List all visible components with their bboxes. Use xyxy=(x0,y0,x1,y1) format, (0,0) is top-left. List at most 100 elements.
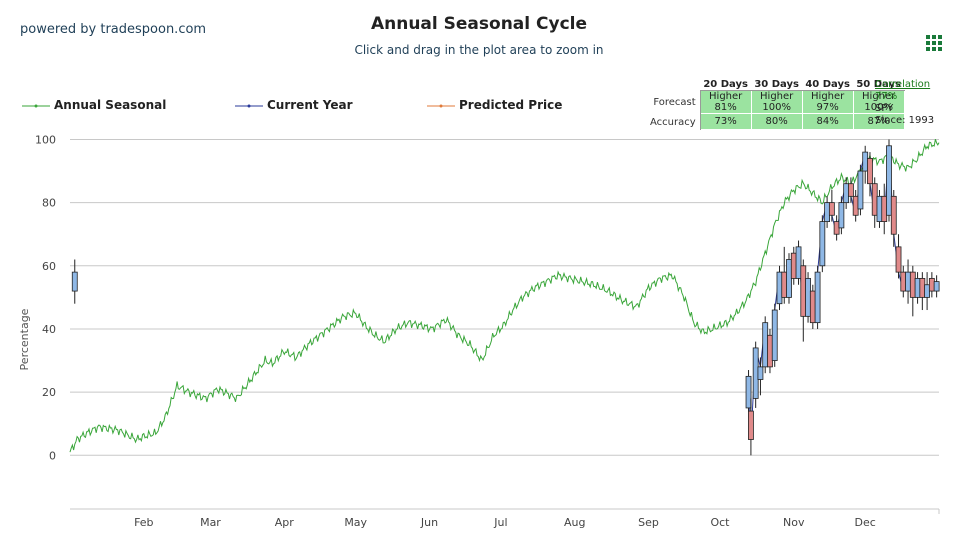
correlation-link[interactable]: Correlation xyxy=(875,79,931,90)
candle xyxy=(819,215,826,273)
brand-link[interactable]: powered by tradespoon.com xyxy=(20,22,207,37)
candle-body xyxy=(814,271,821,324)
candle xyxy=(895,234,902,279)
x-tick-label: Oct xyxy=(710,516,730,529)
candle-body xyxy=(786,259,792,298)
candle-body xyxy=(900,271,907,292)
candle-body xyxy=(914,278,921,298)
y-tick-label: 100 xyxy=(35,133,56,146)
candle-body xyxy=(905,271,911,292)
candle-body xyxy=(757,366,764,380)
candle-body xyxy=(800,265,807,317)
candle xyxy=(833,215,840,241)
legend-annual-seasonal[interactable]: Annual Seasonal xyxy=(22,98,166,112)
correlation-symbol: SPY xyxy=(875,103,894,114)
candle xyxy=(838,196,845,235)
accuracy-cell: 80% xyxy=(750,113,803,130)
candle-body xyxy=(767,334,773,368)
legend-label: Predicted Price xyxy=(459,98,563,112)
candle-body xyxy=(895,246,902,273)
candle-body xyxy=(867,158,873,185)
correlation-value: 77% xyxy=(875,91,898,102)
candle xyxy=(745,370,752,418)
legend-current-year-icon xyxy=(235,104,263,107)
legend-predicted-price-icon xyxy=(427,104,455,107)
candle-body xyxy=(762,322,769,368)
x-tick-label: Feb xyxy=(134,516,153,529)
candle-body xyxy=(852,195,859,216)
candle xyxy=(928,272,935,298)
candle xyxy=(814,265,821,329)
candle-body xyxy=(809,290,816,324)
candle-body xyxy=(871,183,878,216)
candle xyxy=(848,177,854,203)
candle xyxy=(900,265,907,298)
candle xyxy=(767,328,773,374)
candle xyxy=(776,265,783,311)
y-tick-label: 20 xyxy=(42,386,56,399)
forecast-cell: Higher 81% xyxy=(699,90,752,114)
candle xyxy=(914,272,921,304)
x-tick-label: Mar xyxy=(200,516,221,529)
candle-body xyxy=(848,183,854,197)
series-line-annual-seasonal xyxy=(69,139,940,453)
legend-label: Annual Seasonal xyxy=(54,98,167,112)
candle xyxy=(876,190,883,228)
candle xyxy=(805,272,811,323)
candle-body xyxy=(771,309,778,361)
candle xyxy=(862,145,869,184)
candle xyxy=(762,316,769,374)
candle-body xyxy=(919,278,926,298)
candle xyxy=(933,275,940,298)
y-tick-label: 40 xyxy=(42,323,56,336)
correlation-box: Correlation 77% SPY Since: 1993 xyxy=(875,79,934,127)
correlation-since: Since: 1993 xyxy=(875,115,935,126)
candle xyxy=(748,398,754,456)
forecast-cell: Higher 100% xyxy=(852,90,905,114)
candle-body xyxy=(881,195,888,222)
candle xyxy=(790,246,797,285)
candle-body xyxy=(776,271,783,305)
legend-predicted-price[interactable]: Predicted Price xyxy=(427,98,562,112)
candle xyxy=(752,341,759,408)
candle xyxy=(795,240,802,285)
candle-body xyxy=(745,375,752,409)
candle-body xyxy=(843,183,850,204)
chart-title: Annual Seasonal Cycle xyxy=(370,14,588,34)
candle-body xyxy=(876,195,883,222)
x-tick-label: Nov xyxy=(783,516,805,529)
candle-body xyxy=(886,145,892,216)
candle-body xyxy=(838,202,845,229)
x-tick-label: Dec xyxy=(855,516,876,529)
candle-body xyxy=(790,252,797,279)
candle xyxy=(886,139,892,222)
y-tick-label: 60 xyxy=(42,260,56,273)
accuracy-cell: 73% xyxy=(699,113,752,130)
candle-body xyxy=(828,202,835,216)
y-tick-label: 80 xyxy=(42,197,56,210)
candle xyxy=(824,196,831,228)
accuracy-cell: 87% xyxy=(852,113,905,130)
candle xyxy=(919,272,926,311)
forecast-label: Forecast xyxy=(648,90,701,114)
candle-body xyxy=(805,278,811,317)
candle-body xyxy=(890,195,897,235)
x-tick-label: Sep xyxy=(638,516,659,529)
candle-body xyxy=(862,151,869,172)
candle-body xyxy=(909,271,916,298)
candle xyxy=(771,303,778,367)
candle xyxy=(786,253,792,304)
candle xyxy=(828,190,835,222)
legend-current-year[interactable]: Current Year xyxy=(235,98,353,112)
chart-subtitle: Click and drag in the plot area to zoom … xyxy=(354,43,604,57)
legend-label: Current Year xyxy=(267,98,353,112)
candle-body xyxy=(752,347,759,399)
menu-grid-icon[interactable] xyxy=(926,35,942,51)
candle-body xyxy=(924,284,930,298)
x-tick-label: Jul xyxy=(493,516,507,529)
accuracy-label: Accuracy xyxy=(648,113,701,130)
candle-body xyxy=(933,281,940,292)
candle xyxy=(924,272,930,311)
candle-body xyxy=(795,246,802,279)
